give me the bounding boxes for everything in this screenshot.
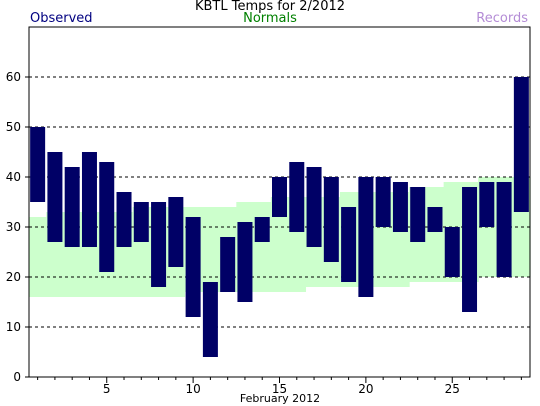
observed-bar-day-11	[202, 282, 218, 357]
observed-bar-day-24	[427, 207, 443, 232]
y-tick-label-20: 20	[6, 270, 21, 284]
observed-bars	[30, 77, 529, 357]
legend-observed: Observed	[30, 11, 93, 26]
observed-bar-day-5	[99, 162, 115, 272]
observed-bar-day-23	[410, 187, 426, 242]
y-tick-label-30: 30	[6, 220, 21, 234]
x-tick-label-25: 25	[445, 382, 460, 396]
observed-bar-day-16	[289, 162, 305, 232]
observed-bar-day-21	[375, 177, 391, 227]
observed-bar-day-20	[358, 177, 374, 297]
y-tick-label-50: 50	[6, 120, 21, 134]
x-tick-label-10: 10	[185, 382, 200, 396]
observed-bar-day-13	[237, 222, 253, 302]
observed-bar-day-15	[272, 177, 287, 217]
observed-bar-day-10	[185, 217, 201, 317]
y-tick-label-10: 10	[6, 320, 21, 334]
normal-range-day-11	[201, 207, 220, 292]
observed-bar-day-1	[30, 127, 46, 202]
observed-bar-day-2	[47, 152, 63, 242]
y-axis: 0 10 20 30 40 50 60	[6, 70, 29, 384]
y-tick-label-0: 0	[13, 370, 21, 384]
y-tick-label-60: 60	[6, 70, 21, 84]
observed-bar-day-3	[64, 167, 80, 247]
observed-bar-day-25	[444, 227, 460, 277]
observed-bar-day-22	[392, 182, 408, 232]
legend-records: Records	[476, 11, 528, 26]
legend-normals: Normals	[243, 11, 297, 26]
normal-range-day-1	[29, 217, 47, 297]
x-axis-label: February 2012	[240, 392, 320, 405]
observed-bar-day-14	[254, 217, 270, 242]
x-tick-label-15: 15	[272, 382, 287, 396]
x-tick-label-5: 5	[103, 382, 111, 396]
observed-bar-day-12	[220, 237, 236, 292]
chart-title: KBTL Temps for 2/2012	[194, 0, 346, 14]
normal-range-day-14	[253, 202, 272, 292]
observed-bar-day-19	[341, 207, 357, 282]
observed-bar-day-6	[116, 192, 132, 247]
x-tick-label-20: 20	[358, 382, 373, 396]
observed-bar-day-17	[306, 167, 322, 247]
observed-bar-day-8	[151, 202, 167, 287]
normal-range-day-24	[426, 187, 445, 282]
observed-bar-day-29	[513, 77, 529, 212]
normal-range-day-15	[270, 197, 289, 292]
x-axis: 5 10 15 20 25	[37, 377, 522, 396]
y-tick-label-40: 40	[6, 170, 21, 184]
observed-bar-day-27	[479, 182, 495, 227]
observed-bar-day-9	[168, 197, 184, 267]
observed-bar-day-18	[323, 177, 339, 262]
observed-bar-day-28	[496, 182, 512, 277]
observed-bar-day-4	[81, 152, 97, 247]
observed-bar-day-26	[462, 187, 478, 312]
observed-bar-day-7	[133, 202, 149, 242]
